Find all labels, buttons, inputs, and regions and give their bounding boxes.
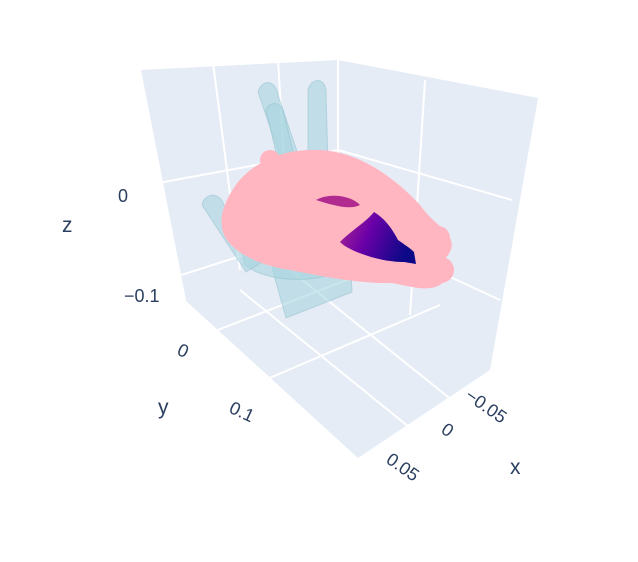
x-tick-label: 0	[438, 419, 458, 441]
back-wall-right	[338, 60, 538, 370]
point-cloud-blob	[260, 150, 280, 170]
z-tick-label: 0	[118, 186, 128, 206]
z-tick-label: −0.1	[124, 286, 160, 306]
point-cloud-blob	[428, 257, 454, 283]
x-tick-label: 0.05	[383, 449, 423, 485]
x-axis-title: x	[510, 456, 521, 479]
x-tick-label: −0.05	[462, 385, 511, 428]
colored-surface[interactable]	[316, 195, 416, 264]
surface-main	[340, 212, 416, 264]
z-axis-title: z	[62, 214, 73, 237]
y-axis-title: y	[158, 396, 169, 419]
scene-box	[140, 60, 538, 458]
point-cloud-blob	[426, 226, 450, 250]
y-tick-label: 0.1	[226, 397, 257, 426]
surface-upper	[316, 195, 360, 208]
floor-plane	[185, 245, 490, 458]
y-tick-label: 0	[174, 339, 192, 361]
